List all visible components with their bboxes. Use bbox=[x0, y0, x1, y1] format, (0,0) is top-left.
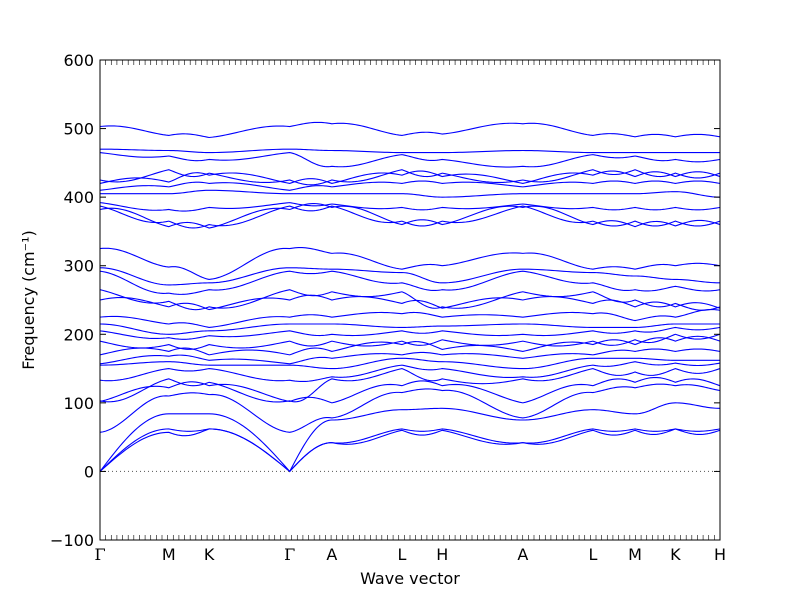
band-line bbox=[99, 202, 721, 229]
band-line bbox=[99, 121, 721, 139]
x-tick-label: H bbox=[714, 545, 726, 564]
y-tick-label: 100 bbox=[63, 394, 94, 413]
band-line bbox=[99, 308, 721, 328]
band-line bbox=[99, 294, 721, 311]
band-line bbox=[100, 189, 721, 198]
band-line bbox=[99, 247, 721, 280]
band-line bbox=[99, 205, 721, 229]
ticks-layer bbox=[99, 59, 721, 541]
x-tick-label: K bbox=[204, 545, 215, 564]
y-axis-label: Frequency (cm⁻¹) bbox=[19, 230, 38, 369]
band-line bbox=[99, 169, 721, 186]
x-tick-label: Γ bbox=[94, 545, 105, 564]
band-line bbox=[99, 348, 721, 365]
y-tick-label: 500 bbox=[63, 120, 94, 139]
x-tick-label: L bbox=[588, 545, 597, 564]
y-tick-label: 300 bbox=[63, 257, 94, 276]
band-line bbox=[99, 428, 721, 473]
band-line bbox=[99, 152, 721, 168]
band-line bbox=[99, 202, 721, 212]
band-line bbox=[99, 289, 721, 311]
x-tick-label: H bbox=[436, 545, 448, 564]
band-line bbox=[99, 170, 721, 185]
band-line bbox=[99, 323, 720, 335]
band-line bbox=[99, 361, 721, 383]
y-tick-label: 600 bbox=[63, 51, 94, 70]
band-line bbox=[99, 333, 721, 350]
band-line bbox=[99, 357, 720, 370]
x-tick-label: M bbox=[628, 545, 642, 564]
x-tick-label: A bbox=[326, 545, 337, 564]
band-line bbox=[99, 180, 721, 191]
band-line bbox=[99, 402, 721, 473]
band-line bbox=[99, 270, 721, 295]
band-line bbox=[99, 383, 721, 433]
x-tick-label: K bbox=[670, 545, 681, 564]
band-line bbox=[99, 428, 721, 473]
bands-layer bbox=[99, 121, 721, 473]
x-tick-label: A bbox=[517, 545, 528, 564]
band-line bbox=[99, 367, 721, 403]
band-line bbox=[99, 326, 721, 340]
x-axis-label: Wave vector bbox=[360, 569, 460, 588]
plot-frame bbox=[99, 59, 721, 541]
x-tick-label: Γ bbox=[284, 545, 295, 564]
y-tick-label: −100 bbox=[50, 531, 94, 550]
band-line bbox=[99, 267, 721, 286]
band-line bbox=[99, 376, 721, 404]
x-tick-label: M bbox=[162, 545, 176, 564]
y-tick-label: 400 bbox=[63, 188, 94, 207]
x-tick-label: L bbox=[397, 545, 406, 564]
y-tick-label: 0 bbox=[84, 462, 94, 481]
y-tick-label: 200 bbox=[63, 325, 94, 344]
labels-layer: −100 0 100 200 300 400 500 600 Γ M K Γ A L H A L M K H bbox=[50, 51, 726, 564]
band-line bbox=[99, 148, 720, 154]
